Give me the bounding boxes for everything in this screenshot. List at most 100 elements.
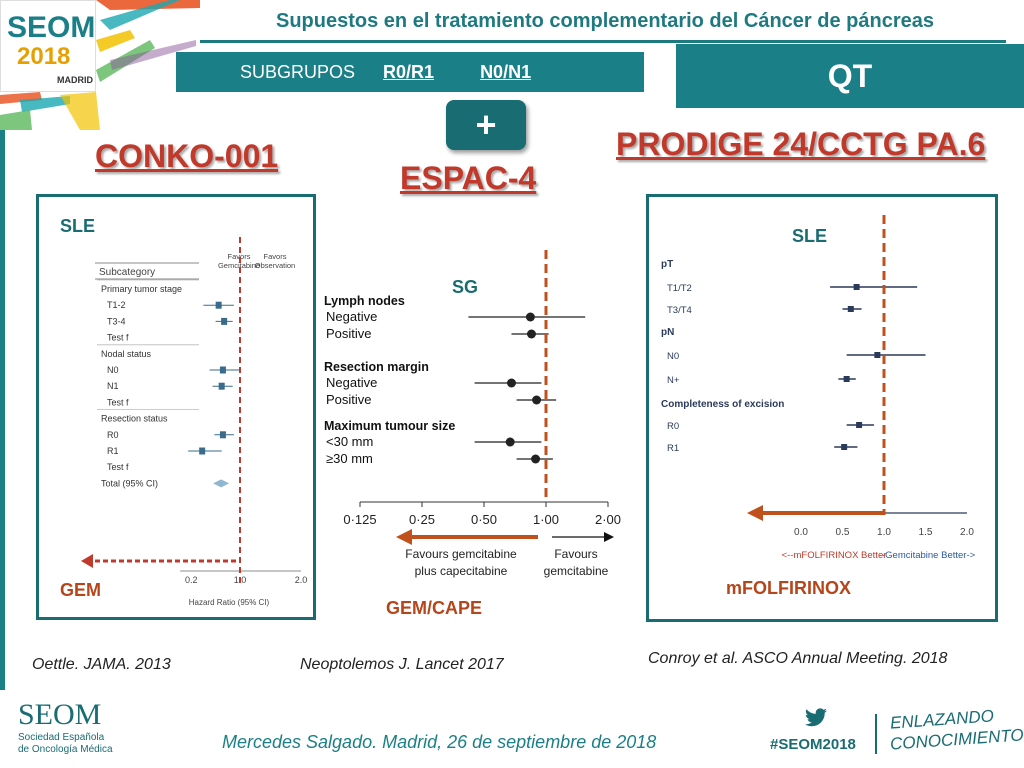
conko-favors-arrow-head bbox=[81, 554, 93, 568]
footer: SEOM Sociedad Española de Oncología Médi… bbox=[0, 690, 1024, 768]
prodige-forest-plot: pT T1/T2 T3/T4 pN N0 N+ Completeness of excisi… bbox=[661, 215, 976, 561]
conko-favors-left-2: Gemcitabine bbox=[218, 261, 260, 270]
logo-text: SEOM bbox=[7, 11, 96, 44]
prodige-hr-marker bbox=[847, 306, 854, 312]
slide-title: Supuestos en el tratamiento complementar… bbox=[276, 10, 934, 32]
conko-hr-marker bbox=[215, 301, 222, 309]
conko-favors-right-1: Favors bbox=[264, 252, 287, 261]
espac-hr-marker bbox=[525, 312, 535, 322]
prodige-tick-label: 0.0 bbox=[794, 527, 808, 538]
conko-row-label: Test f bbox=[107, 397, 129, 407]
subgroups-label: SUBGRUPOS bbox=[240, 61, 356, 82]
footer-org-name: SEOM bbox=[18, 698, 102, 731]
espac-right-arrow-head bbox=[604, 532, 614, 542]
prodige-row-label: R1 bbox=[667, 443, 679, 454]
footer-hashtag: #SEOM2018 bbox=[770, 736, 856, 753]
plus-badge: + bbox=[446, 100, 526, 150]
prodige-row-label: R0 bbox=[667, 421, 679, 432]
prodige-favours-left: <--mFOLFIRINOX Better bbox=[782, 550, 887, 561]
trial-prodige: PRODIGE 24/CCTG PA.6 bbox=[616, 126, 986, 162]
title-underline bbox=[200, 40, 1006, 43]
conko-arm-label: GEM bbox=[60, 580, 102, 600]
prodige-hr-marker bbox=[853, 284, 860, 290]
prodige-hr-marker bbox=[874, 352, 881, 358]
espac-tick-label: 0·25 bbox=[409, 512, 435, 527]
twitter-icon bbox=[804, 708, 828, 733]
espac-hr-marker bbox=[526, 329, 536, 339]
prodige-hr-marker bbox=[841, 444, 848, 450]
conko-row-label: Total (95% CI) bbox=[101, 478, 158, 488]
conko-panel bbox=[36, 194, 316, 620]
prodige-favours-right: --Gemcitabine Better-> bbox=[879, 550, 976, 561]
citation-conko: Oettle. JAMA. 2013 bbox=[32, 656, 171, 673]
conko-row-label: T3-4 bbox=[107, 316, 126, 326]
espac-favours-left-1: Favours gemcitabine bbox=[405, 547, 517, 561]
trial-espac: ESPAC-4 bbox=[400, 160, 537, 196]
espac-tick-label: 0·125 bbox=[343, 512, 376, 527]
prodige-tick-label: 1.5 bbox=[919, 527, 933, 538]
footer-divider bbox=[875, 714, 877, 754]
espac-tick-label: 2·00 bbox=[595, 512, 621, 527]
prodige-row-label: pN bbox=[661, 327, 674, 338]
conko-row-label: Resection status bbox=[101, 414, 168, 424]
prodige-hr-marker bbox=[856, 422, 863, 428]
prodige-favors-arrow-head bbox=[747, 505, 763, 521]
espac-endpoint-label: SG bbox=[452, 277, 479, 297]
subgroup-nodes: N0/N1 bbox=[480, 61, 532, 82]
prodige-row-label: T1/T2 bbox=[667, 283, 692, 294]
citation-prodige: Conroy et al. ASCO Annual Meeting. 2018 bbox=[648, 650, 948, 667]
espac-arm-label: GEM/CAPE bbox=[386, 598, 483, 618]
footer-org-sub2: de Oncología Médica bbox=[18, 744, 113, 755]
espac-left-arrow-head bbox=[396, 529, 412, 545]
conko-tick-label: 2.0 bbox=[295, 575, 308, 585]
espac-row-label: Maximum tumour size bbox=[324, 419, 455, 433]
conko-hr-marker bbox=[219, 366, 226, 374]
conko-header-subcategory: Subcategory bbox=[99, 267, 155, 278]
citation-espac: Neoptolemos J. Lancet 2017 bbox=[300, 656, 504, 673]
prodige-tick-label: 1.0 bbox=[877, 527, 891, 538]
logo-city: MADRID bbox=[57, 75, 93, 85]
conko-tick-label: 0.2 bbox=[185, 575, 198, 585]
espac-hr-marker bbox=[531, 454, 541, 464]
qt-banner: QT bbox=[676, 44, 1024, 108]
espac-favours-right-1: Favours bbox=[554, 547, 597, 561]
conko-favors-right-2: Observation bbox=[255, 261, 295, 270]
subgroup-resection: R0/R1 bbox=[383, 61, 435, 82]
prodige-row-label: pT bbox=[661, 259, 673, 270]
espac-row-label: ≥30 mm bbox=[326, 451, 373, 466]
logo-year: 2018 bbox=[17, 43, 71, 70]
prodige-row-label: Completeness of excision bbox=[661, 399, 784, 410]
conko-endpoint-label: SLE bbox=[60, 216, 96, 236]
prodige-tick-label: 0.5 bbox=[836, 527, 850, 538]
espac-row-label: Negative bbox=[326, 309, 377, 324]
espac-row-label: Resection margin bbox=[324, 360, 429, 374]
espac-row-label: Positive bbox=[326, 326, 372, 341]
conko-row-label: Primary tumor stage bbox=[101, 284, 182, 294]
espac-row-label: Lymph nodes bbox=[324, 294, 405, 308]
conko-row-label: R1 bbox=[107, 446, 119, 456]
header-decoration bbox=[0, 0, 200, 130]
espac-favours-left-2: plus capecitabine bbox=[415, 564, 508, 578]
espac-tick-label: 0·50 bbox=[471, 512, 497, 527]
prodige-row-label: N0 bbox=[667, 351, 679, 362]
espac-hr-marker bbox=[505, 437, 515, 447]
conko-row-label: N0 bbox=[107, 365, 119, 375]
espac-favours-right-2: gemcitabine bbox=[544, 564, 609, 578]
conko-row-label: T1-2 bbox=[107, 300, 126, 310]
footer-org-sub1: Sociedad Española bbox=[18, 732, 105, 743]
conko-total-diamond bbox=[213, 479, 230, 488]
prodige-arm-label: mFOLFIRINOX bbox=[726, 578, 851, 598]
espac-hr-marker bbox=[507, 378, 517, 388]
prodige-panel bbox=[646, 194, 998, 622]
prodige-row-label: T3/T4 bbox=[667, 305, 692, 316]
conko-row-label: Test f bbox=[107, 333, 129, 343]
espac-row-label: Negative bbox=[326, 375, 377, 390]
conko-row-label: R0 bbox=[107, 430, 119, 440]
conko-xlabel: Hazard Ratio (95% CI) bbox=[189, 598, 270, 607]
conko-hr-marker bbox=[221, 317, 228, 325]
conko-row-label: N1 bbox=[107, 381, 119, 391]
left-vertical-bar bbox=[0, 130, 5, 690]
conko-row-label: Test f bbox=[107, 462, 129, 472]
prodige-tick-label: 2.0 bbox=[960, 527, 974, 538]
conko-favors-left-1: Favors bbox=[228, 252, 251, 261]
